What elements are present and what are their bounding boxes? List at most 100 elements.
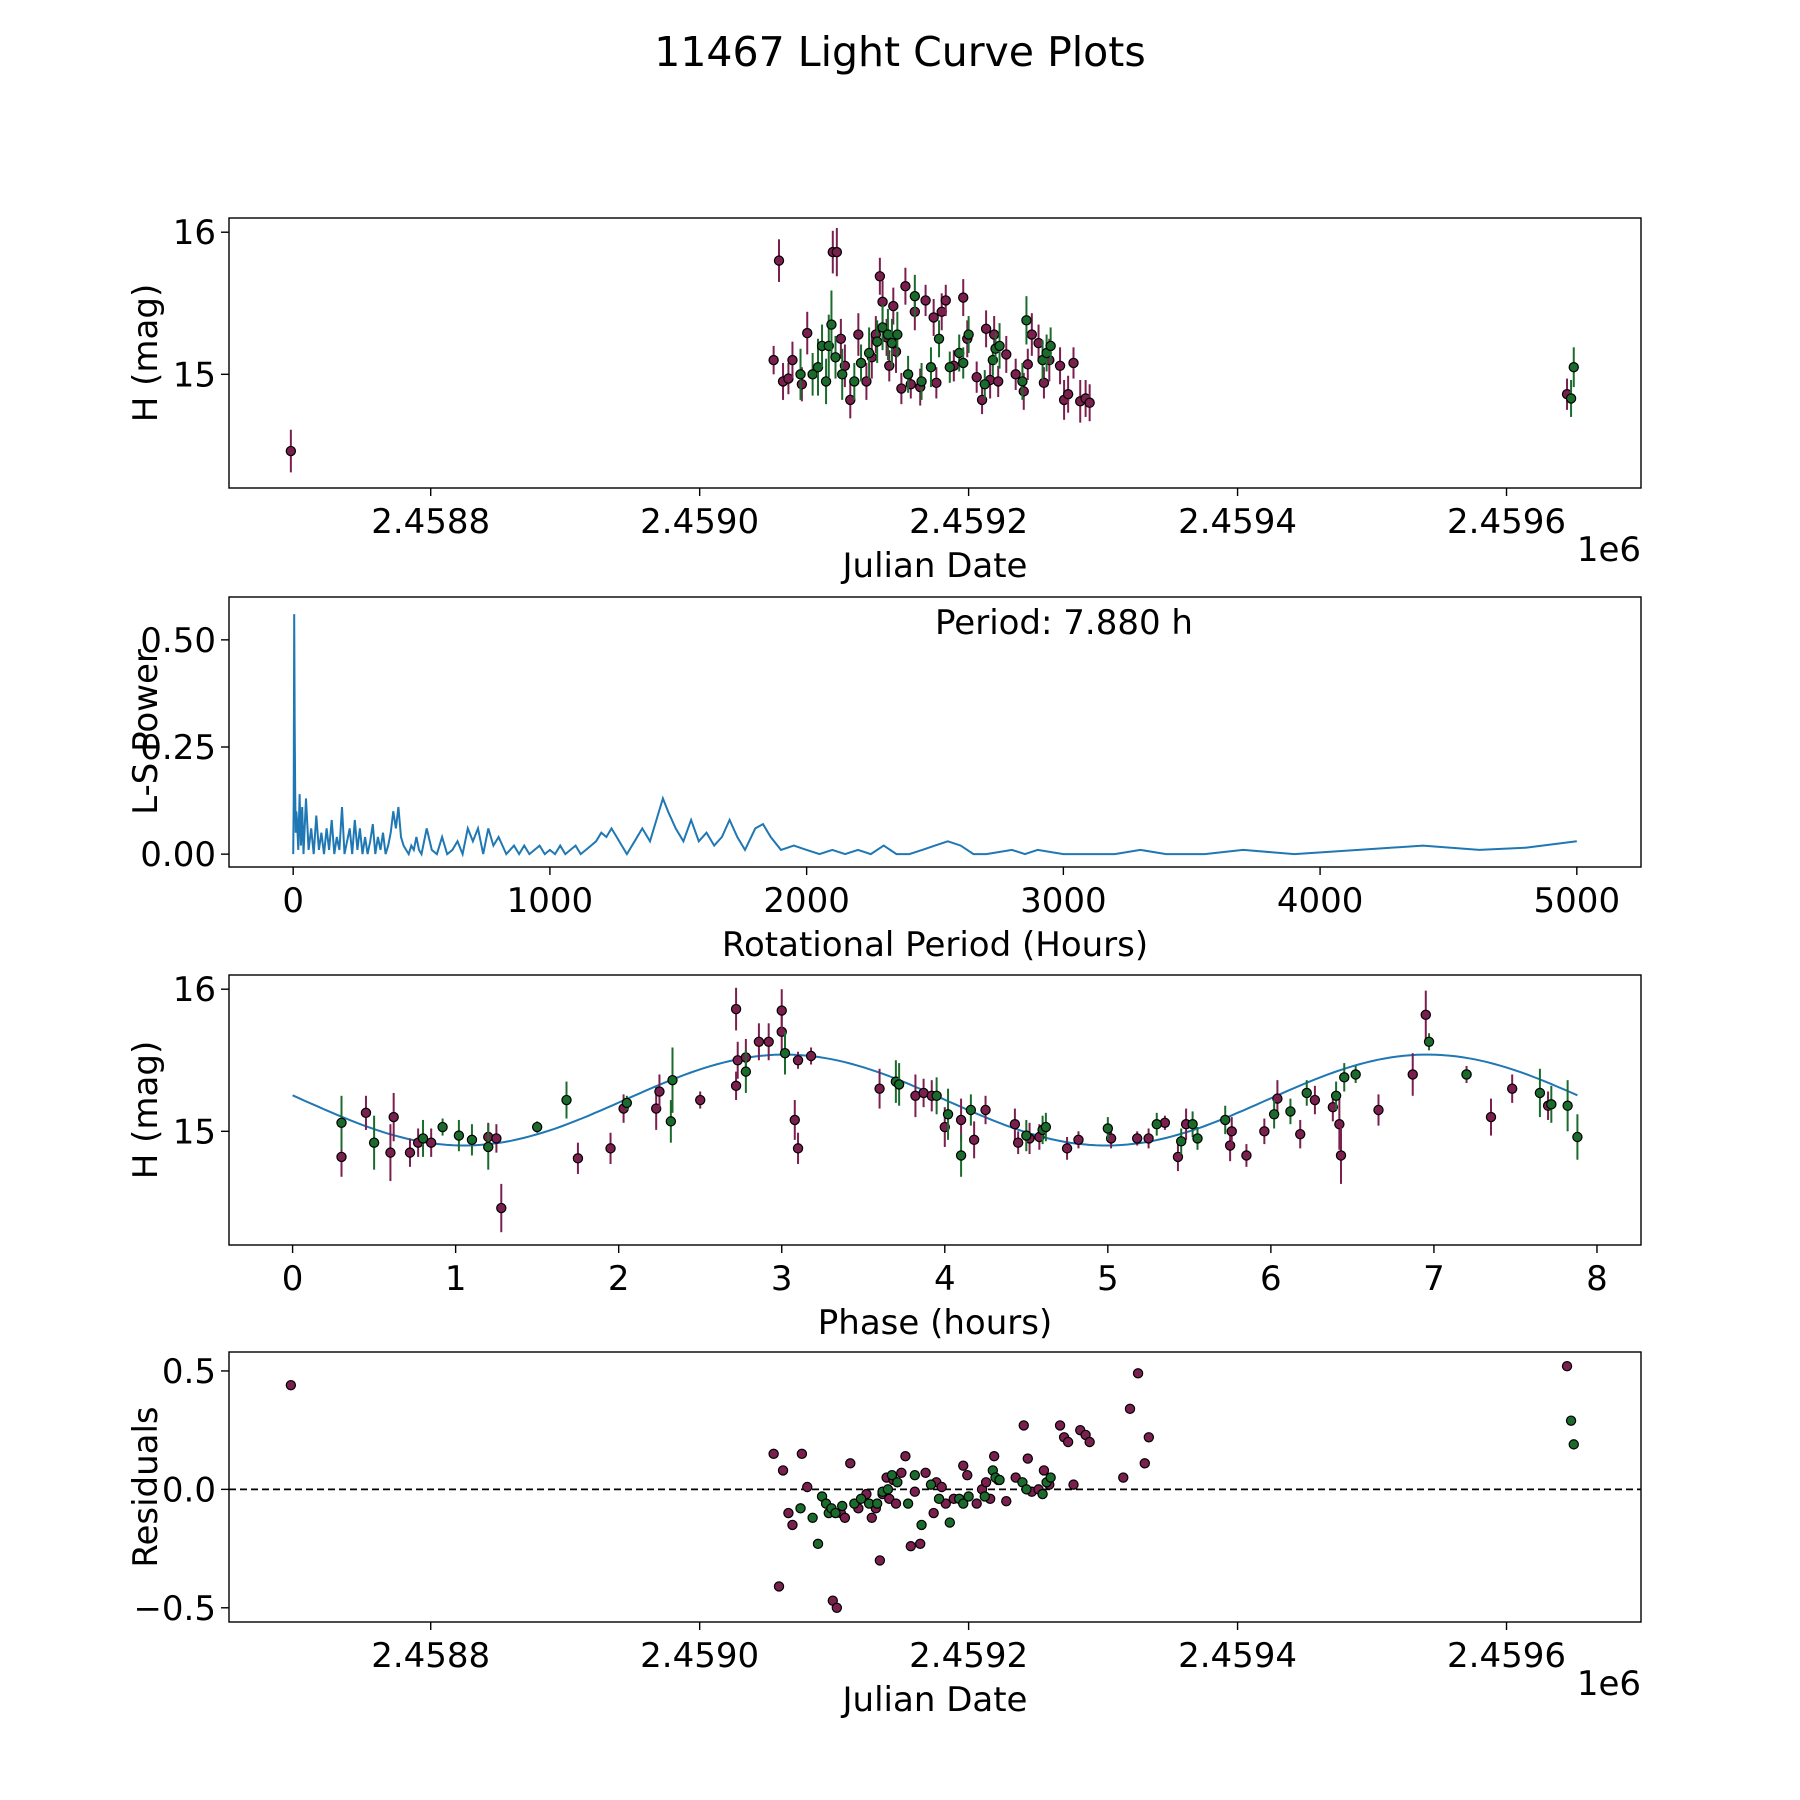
data-point xyxy=(740,1066,752,1077)
x-axis-label: Julian Date xyxy=(841,1680,1028,1720)
data-point xyxy=(796,1448,808,1460)
series-secondary xyxy=(336,1031,1583,1177)
data-point xyxy=(496,1202,507,1214)
series-primary xyxy=(336,987,1554,1233)
data-point xyxy=(980,1477,992,1488)
data-point xyxy=(385,1147,396,1158)
data-point xyxy=(1102,1123,1114,1134)
data-point xyxy=(1192,1133,1203,1144)
data-point xyxy=(1330,1090,1342,1101)
data-point xyxy=(531,1121,543,1133)
data-point xyxy=(1461,1069,1472,1080)
data-point xyxy=(900,1451,911,1462)
data-point xyxy=(916,376,927,387)
data-point xyxy=(1009,1119,1021,1130)
data-point xyxy=(1037,1488,1048,1500)
data-point xyxy=(830,1507,841,1519)
data-point xyxy=(849,376,860,387)
data-point xyxy=(1045,340,1056,352)
data-point xyxy=(893,1079,905,1090)
data-point xyxy=(777,1465,789,1476)
x-tick-label: 8 xyxy=(1586,1259,1608,1299)
data-point xyxy=(1010,369,1021,380)
x-tick-label: 5000 xyxy=(1534,881,1621,921)
x-tick-label: 3000 xyxy=(1020,881,1107,921)
data-point xyxy=(773,255,785,266)
data-point xyxy=(1012,1137,1024,1148)
data-point xyxy=(730,1080,742,1092)
panel-frame xyxy=(228,596,1642,868)
data-point xyxy=(958,292,969,303)
data-point xyxy=(958,1498,969,1509)
data-point xyxy=(980,1104,991,1116)
data-point xyxy=(753,1036,765,1047)
data-point xyxy=(1068,1479,1079,1490)
x-tick-label: 0 xyxy=(282,1259,304,1299)
data-point xyxy=(837,369,848,380)
data-point xyxy=(1224,1140,1236,1151)
data-point xyxy=(792,1143,804,1154)
data-point xyxy=(900,281,911,292)
data-point xyxy=(1139,1458,1150,1469)
y-tick-label: 15 xyxy=(173,1112,216,1152)
x-tick-label: 2.4588 xyxy=(371,1636,490,1676)
data-point xyxy=(958,1460,969,1471)
y-axis-label: H (mag) xyxy=(126,1041,166,1179)
data-point xyxy=(965,1104,977,1116)
data-point xyxy=(1534,1087,1546,1099)
data-point xyxy=(1172,1151,1184,1163)
data-point xyxy=(1045,1472,1056,1483)
data-point xyxy=(776,1005,787,1016)
data-point xyxy=(920,295,931,306)
data-point xyxy=(1017,376,1028,387)
data-point xyxy=(795,1503,806,1514)
x-tick-label: 2.4596 xyxy=(1447,1636,1566,1676)
data-point xyxy=(909,1486,921,1497)
data-point xyxy=(1132,1368,1144,1379)
data-point xyxy=(1021,315,1032,326)
data-point xyxy=(944,1517,955,1528)
data-point xyxy=(425,1137,437,1148)
data-point xyxy=(1143,1432,1155,1443)
x-tick-label: 6 xyxy=(1260,1259,1282,1299)
data-point xyxy=(1506,1083,1518,1094)
data-point xyxy=(1301,1087,1312,1099)
x-tick-label: 2000 xyxy=(763,881,850,921)
data-layer xyxy=(292,614,1577,858)
figure-title: 11467 Light Curve Plots xyxy=(654,28,1145,76)
data-point xyxy=(916,1519,927,1531)
data-point xyxy=(667,1074,678,1086)
data-point xyxy=(466,1134,478,1146)
data-point xyxy=(605,1143,616,1154)
data-point xyxy=(826,319,837,330)
data-point xyxy=(936,1481,947,1493)
data-point xyxy=(1295,1128,1306,1140)
data-point xyxy=(1259,1126,1270,1137)
data-point xyxy=(928,312,939,323)
data-point xyxy=(1568,1439,1579,1450)
data-point xyxy=(928,1507,939,1519)
data-point xyxy=(453,1130,465,1141)
y-axis-label: L-S Power xyxy=(126,649,166,815)
data-point xyxy=(940,295,951,306)
data-point xyxy=(1339,1072,1350,1083)
data-point xyxy=(882,1484,894,1495)
data-point xyxy=(1561,1361,1573,1372)
data-point xyxy=(837,1500,848,1512)
data-point xyxy=(1285,1106,1296,1117)
data-point xyxy=(1001,349,1012,360)
data-point xyxy=(1350,1069,1361,1080)
data-point xyxy=(1562,1100,1573,1111)
data-point xyxy=(1054,1420,1066,1431)
data-point xyxy=(955,1114,967,1126)
data-point xyxy=(988,329,1000,340)
series-secondary xyxy=(795,274,1579,417)
data-point xyxy=(980,323,992,335)
data-point xyxy=(802,327,813,339)
data-point xyxy=(1022,1453,1033,1464)
panel-residuals: 2.4588 2.4590 2.4592 2.4594 2.4596 −0.5 0.0 0.5… xyxy=(126,1351,1642,1720)
data-point xyxy=(1309,1094,1321,1106)
data-point xyxy=(1131,1133,1143,1144)
